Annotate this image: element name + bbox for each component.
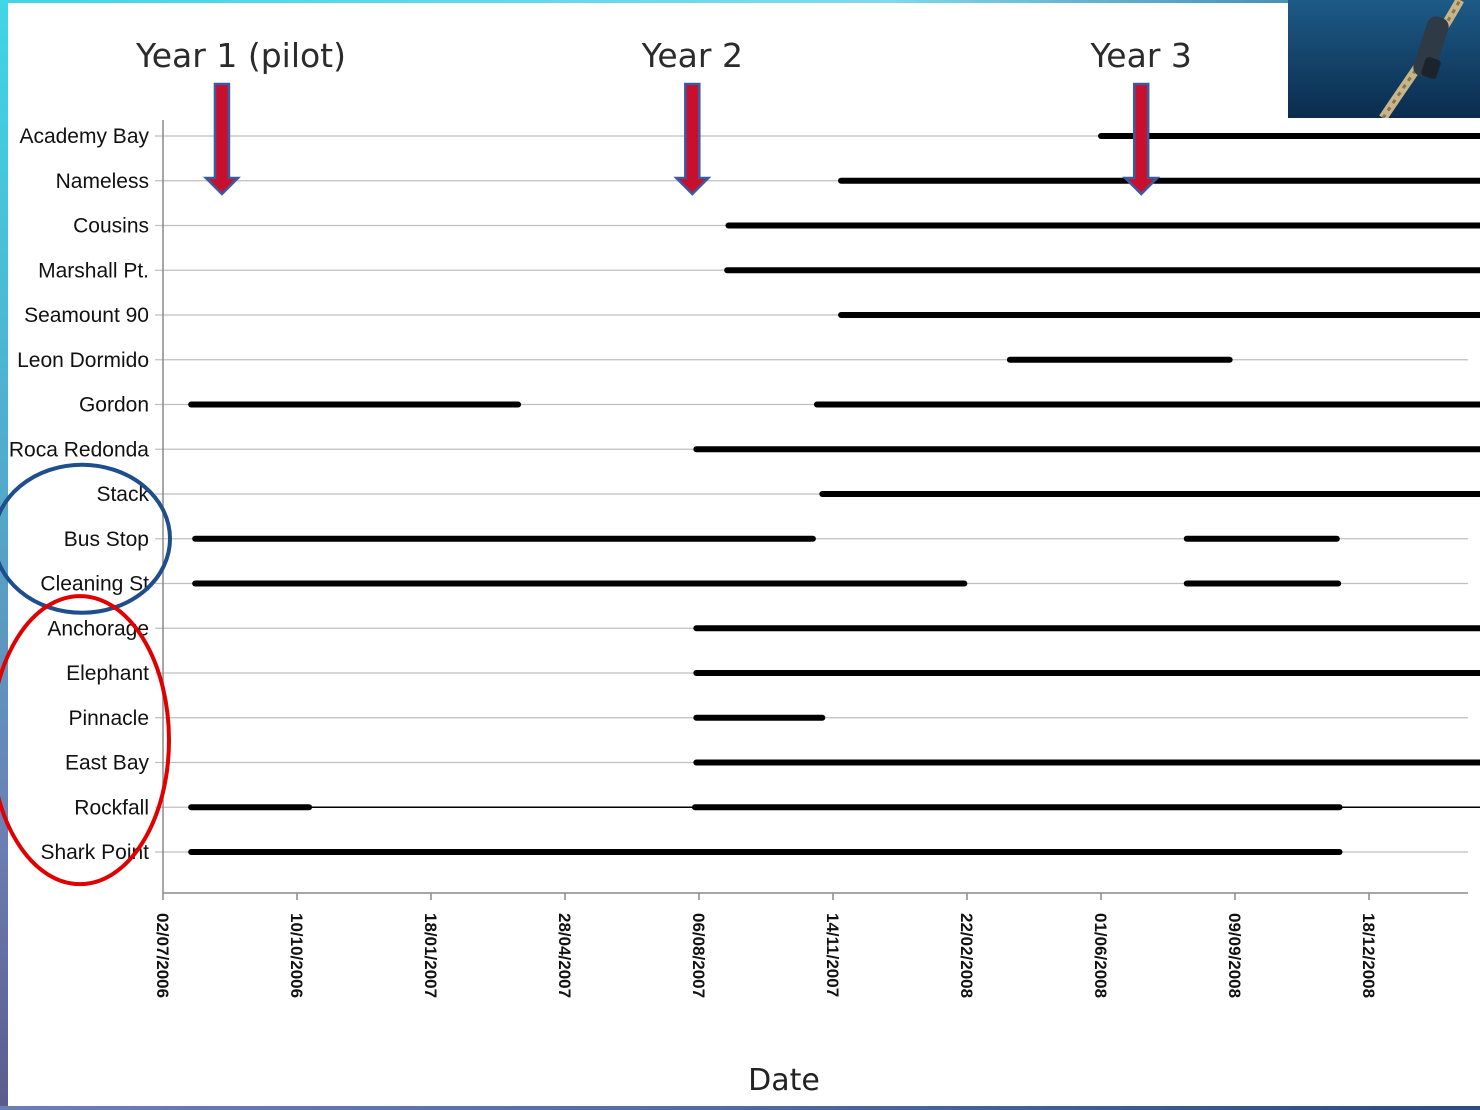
x-tick-label: 22/02/2008	[957, 913, 976, 998]
x-tick-label: 28/04/2007	[555, 913, 574, 998]
site-label: Seamount 90	[24, 304, 149, 327]
x-tick-label: 02/07/2006	[153, 913, 172, 998]
blue-group-highlight-circle	[0, 462, 172, 615]
site-label: Roca Redonda	[9, 438, 149, 461]
site-label: Marshall Pt.	[38, 259, 149, 282]
site-label: Leon Dormido	[17, 349, 149, 372]
year-annotation-label: Year 1 (pilot)	[135, 36, 346, 75]
year-annotation-label: Year 2	[641, 36, 743, 75]
x-tick-label: 09/09/2008	[1225, 913, 1244, 998]
site-label: Academy Bay	[19, 125, 149, 148]
site-label: Shark Point	[40, 841, 149, 864]
x-tick-label: 14/11/2007	[823, 913, 842, 997]
site-label: East Bay	[65, 752, 150, 775]
year-annotation-label: Year 3	[1090, 36, 1192, 75]
x-tick-label: 18/01/2007	[421, 913, 440, 998]
frame-top-border	[0, 0, 1480, 3]
x-tick-label: 18/12/2008	[1359, 913, 1378, 998]
underwater-instrument-thumbnail	[1288, 0, 1480, 118]
site-label: Anchorage	[47, 617, 149, 640]
year-arrow	[673, 82, 712, 196]
site-label: Elephant	[66, 662, 149, 685]
site-label: Rockfall	[74, 796, 149, 819]
frame-bottom-border	[0, 1106, 1480, 1110]
x-tick-label: 01/06/2008	[1091, 913, 1110, 998]
x-tick-label: 06/08/2007	[689, 913, 708, 998]
site-label: Cleaning St	[40, 573, 149, 596]
x-axis-title: Date	[748, 1063, 820, 1098]
site-label: Pinnacle	[68, 707, 149, 730]
site-label: Stack	[96, 483, 149, 506]
site-label: Gordon	[79, 394, 149, 417]
site-label: Nameless	[56, 170, 149, 193]
site-label: Bus Stop	[64, 528, 149, 551]
site-label: Cousins	[73, 215, 149, 238]
year-arrow	[1122, 82, 1161, 196]
frame-left-border	[0, 0, 8, 1110]
year-arrow	[202, 82, 241, 196]
x-tick-label: 10/10/2006	[287, 913, 306, 998]
red-group-highlight-circle	[0, 594, 171, 887]
